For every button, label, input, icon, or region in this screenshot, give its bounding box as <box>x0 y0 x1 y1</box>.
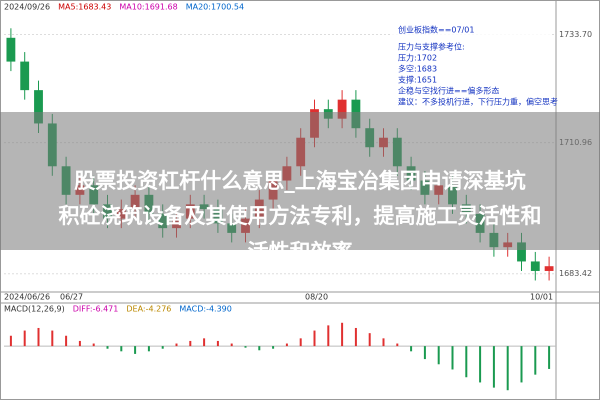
macd-bar <box>285 343 288 347</box>
macd-bar <box>368 333 371 347</box>
overlay-title: 股票投资杠杆什么意思_上海宝冶集团申请深基坑 <box>74 169 526 193</box>
candle-body <box>6 37 16 62</box>
macd-bar <box>161 346 164 349</box>
header-label: DIFF:-6.471 <box>73 305 119 314</box>
macd-bar <box>506 346 509 391</box>
candle-body <box>20 61 30 91</box>
header-label: MA5:1683.43 <box>58 3 111 12</box>
macd-bar <box>534 346 537 375</box>
macd-bar <box>382 338 385 347</box>
annotation: 建议：不多投机行进，下行压力重，偏空思考 <box>398 97 558 107</box>
title-band <box>0 112 600 250</box>
macd-bar <box>244 346 247 348</box>
overlay-title: 活性和效率 <box>247 240 353 264</box>
macd-bar <box>134 346 137 354</box>
annotation: 创业板指数==07/01 <box>398 25 474 35</box>
overlay-title: 积砼浇筑设备及其使用方法专利，提高施工灵活性和 <box>58 204 542 228</box>
macd-bar <box>78 340 81 347</box>
y-tick-label: 1733.70 <box>559 30 592 39</box>
header-label: DEA:-4.276 <box>126 305 171 314</box>
macd-bar <box>548 346 551 369</box>
macd-bar <box>23 330 26 347</box>
annotation: 多空:1683 <box>398 64 437 74</box>
macd-bar <box>299 338 302 347</box>
macd-bar <box>9 335 12 347</box>
macd-bar <box>479 346 482 383</box>
macd-bar <box>313 330 316 347</box>
candle-body <box>530 261 540 271</box>
macd-bar <box>396 343 399 347</box>
candle-body <box>337 99 347 119</box>
x-tick-label: 06/27 <box>60 293 83 302</box>
macd-bar <box>465 346 468 378</box>
header-label: MACD(12,26,9) <box>4 305 65 314</box>
candle-body <box>517 242 526 262</box>
macd-bar <box>175 343 178 347</box>
annotation: 企稳与空找行进==偏多形态 <box>398 86 499 96</box>
macd-bar <box>120 346 123 352</box>
macd-bar <box>272 346 275 349</box>
annotation-box <box>392 22 552 114</box>
macd-bar <box>92 343 95 347</box>
macd-bar <box>451 346 454 370</box>
macd-bar <box>216 340 219 347</box>
macd-bar <box>520 346 523 383</box>
y-tick-label: 1683.42 <box>559 269 592 278</box>
macd-bar <box>147 346 150 352</box>
macd-bar <box>203 338 206 347</box>
macd-bar <box>106 346 109 349</box>
macd-bar <box>492 346 495 388</box>
macd-bar <box>65 335 68 347</box>
candle-body <box>34 90 43 124</box>
macd-bar <box>51 330 54 347</box>
macd-bar <box>258 346 261 351</box>
header-label: MA20:1700.54 <box>186 3 244 12</box>
macd-bar <box>189 340 192 347</box>
macd-bar <box>37 327 40 347</box>
header-label: MACD:-4.390 <box>179 305 231 314</box>
macd-bar <box>410 346 413 352</box>
macd-bar <box>423 346 426 360</box>
macd-bar <box>327 325 330 347</box>
annotation: 支撑:1651 <box>398 75 437 85</box>
macd-bar <box>354 327 357 347</box>
macd-bar <box>230 343 233 347</box>
x-tick-label: 2024/06/26 <box>4 293 50 302</box>
macd-bar <box>341 322 344 347</box>
x-tick-label: 08/20 <box>305 293 328 302</box>
candle-body <box>544 266 554 271</box>
annotation: 压力:1702 <box>398 53 437 63</box>
x-tick-label: 10/01 <box>530 293 553 302</box>
annotation: 压力与支撑参考位: <box>398 42 465 52</box>
header-label: 2024/09/26 <box>4 3 50 12</box>
header-label: MA10:1691.68 <box>119 3 177 12</box>
macd-bar <box>437 346 440 365</box>
